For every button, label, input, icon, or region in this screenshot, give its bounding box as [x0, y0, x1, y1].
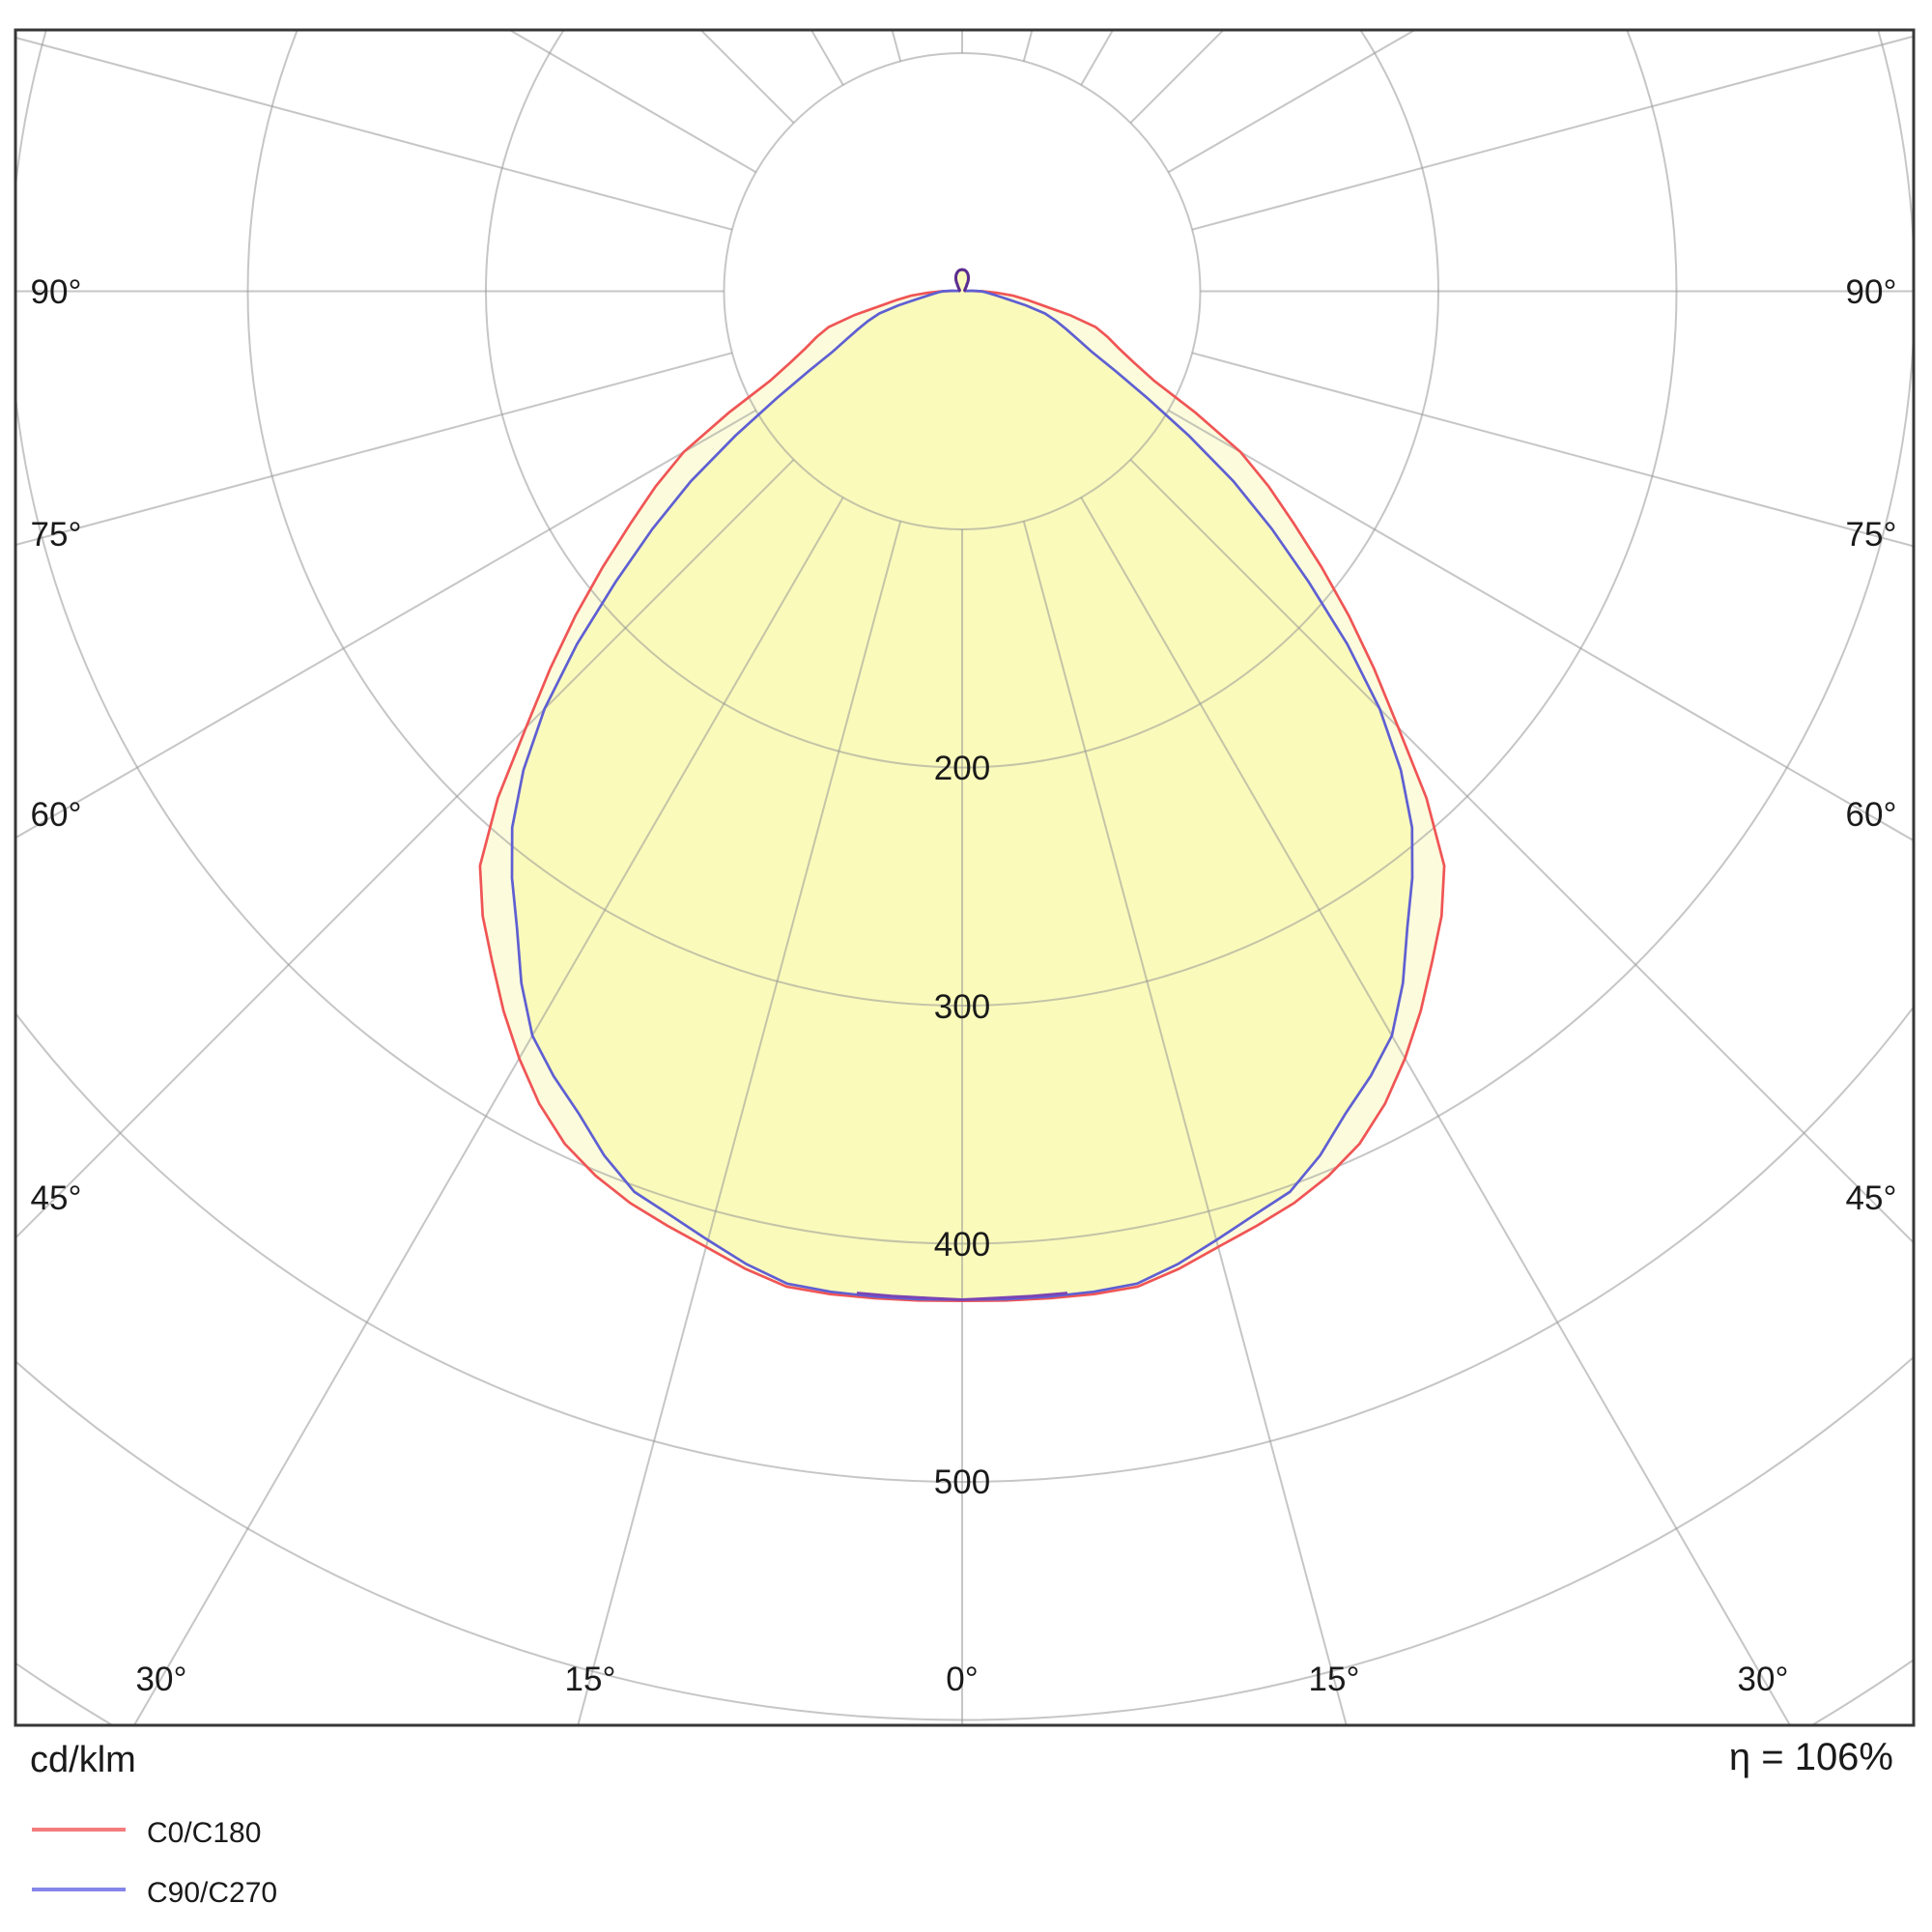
svg-text:300: 300 [934, 988, 990, 1026]
svg-text:C90/C270: C90/C270 [147, 1877, 277, 1909]
svg-text:15°: 15° [565, 1661, 616, 1698]
svg-text:45°: 45° [1846, 1179, 1897, 1217]
svg-text:75°: 75° [1846, 516, 1897, 554]
svg-text:90°: 90° [31, 273, 82, 311]
svg-text:0°: 0° [946, 1661, 978, 1698]
svg-text:15°: 15° [1309, 1661, 1360, 1698]
svg-text:cd/klm: cd/klm [30, 1740, 136, 1780]
svg-text:60°: 60° [1846, 796, 1897, 834]
svg-text:500: 500 [934, 1463, 990, 1501]
svg-text:75°: 75° [31, 516, 82, 554]
svg-text:60°: 60° [31, 796, 82, 834]
svg-text:45°: 45° [31, 1179, 82, 1217]
svg-text:C0/C180: C0/C180 [147, 1817, 261, 1849]
svg-text:200: 200 [934, 750, 990, 787]
svg-text:30°: 30° [136, 1661, 187, 1698]
svg-text:30°: 30° [1738, 1661, 1789, 1698]
svg-text:η = 106%: η = 106% [1729, 1736, 1893, 1778]
svg-text:90°: 90° [1846, 273, 1897, 311]
svg-text:400: 400 [934, 1226, 990, 1264]
